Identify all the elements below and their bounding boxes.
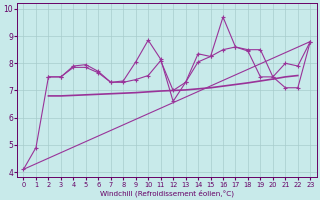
X-axis label: Windchill (Refroidissement éolien,°C): Windchill (Refroidissement éolien,°C) (100, 189, 234, 197)
